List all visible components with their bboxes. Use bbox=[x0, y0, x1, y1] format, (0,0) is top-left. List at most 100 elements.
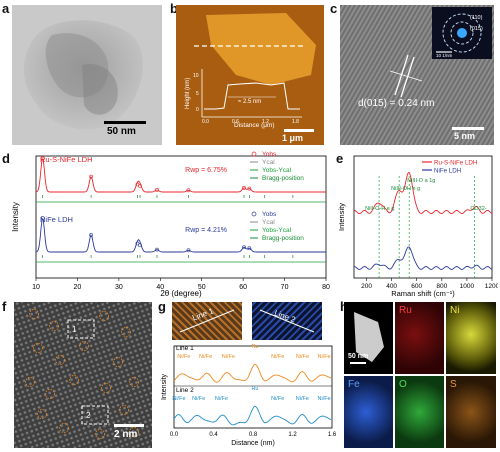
panel-a-scalebar bbox=[104, 121, 146, 124]
profile-peak-label-1-3: Ru bbox=[251, 386, 258, 392]
afm-flake-graphic: Height (nm) Distance (μm) ≈ 2.5 nm 0 5 1… bbox=[176, 5, 324, 145]
xrd-legend-text-0-1: Ycal bbox=[262, 159, 275, 166]
raman-legend-text-1: NiFe LDH bbox=[434, 168, 461, 175]
afm-ytick-1: 5 bbox=[196, 91, 199, 97]
eds-scale-text: 50 nm bbox=[348, 353, 369, 360]
panel-d-label: d bbox=[2, 151, 10, 166]
line-profile-svg: 0.0 0.4 0.8 1.2 1.6 Distance (nm) Intensity Lin… bbox=[161, 344, 337, 447]
eds-ru-map: Ru bbox=[395, 302, 444, 374]
xrd-yobs-point-1-6 bbox=[242, 245, 246, 250]
profile-peak-label-1-1: Ni/Fe bbox=[192, 396, 205, 402]
afm-xtick-2: 1.2 bbox=[262, 119, 269, 125]
single-atom-circle-12 bbox=[129, 377, 139, 387]
single-atom-circle-15 bbox=[119, 405, 129, 415]
afm-xtick-0: 0.0 bbox=[202, 119, 209, 125]
panel-e-raman-chart: 200 400 600 800 1000 1200 Raman shift (cm⁻¹) In… bbox=[336, 150, 498, 298]
xrd-series-name-1: NiFe LDH bbox=[40, 215, 73, 224]
xrd-legend-text-1-0: Yobs bbox=[262, 211, 277, 218]
xrd-yobs-point-0-0 bbox=[40, 156, 45, 160]
eds-ni-label: Ni bbox=[450, 305, 460, 316]
panel-c-scalebar bbox=[452, 127, 484, 130]
xrd-rwp-0: Rwp = 6.75% bbox=[185, 167, 227, 174]
xrd-yobs-point-1-5 bbox=[186, 248, 191, 253]
fft-scale-text: 10 1/nm bbox=[436, 53, 453, 58]
xrd-ycal-line-0 bbox=[35, 157, 326, 193]
xrd-svg: 10 20 30 40 50 60 70 80 2θ (degree) Intensity Ru-S… bbox=[11, 151, 330, 298]
box-1-label: 1 bbox=[72, 325, 77, 334]
profile-xtick-4: 1.6 bbox=[328, 432, 337, 438]
xrd-xtick-label-4: 50 bbox=[198, 284, 206, 291]
tem-flake-graphic bbox=[12, 5, 162, 145]
single-atom-circle-13 bbox=[37, 409, 47, 419]
xrd-legend-text-1-3: Bragg-position bbox=[262, 235, 304, 242]
raman-series-line-1 bbox=[353, 246, 493, 270]
panel-f-haadf-image: 1 2 2 nm bbox=[14, 302, 152, 448]
fft-ring-110: (110) bbox=[470, 15, 483, 21]
line1-image: Line 1 bbox=[172, 302, 242, 340]
panel-h-eds-maps: 50 nm Ru Ni Fe O S bbox=[344, 302, 496, 448]
xrd-xtick-label-3: 40 bbox=[156, 284, 164, 291]
profile-peak-label-1-6: Ni/Fe bbox=[318, 396, 331, 402]
raman-xtick-label-0: 200 bbox=[361, 283, 372, 290]
profile-peak-label-1-2: Ni/Fe bbox=[215, 396, 228, 402]
profile-peak-label-0-4: Ni/Fe bbox=[271, 354, 284, 360]
profile-xtick-1: 0.4 bbox=[209, 432, 218, 438]
profile-peak-label-1-5: Ni/Fe bbox=[296, 396, 309, 402]
panel-g-line-profiles: Line 1 Line 2 0.0 0.4 0.8 1.2 1.6 Distance (n… bbox=[160, 302, 338, 448]
single-atom-markers bbox=[25, 309, 139, 439]
single-atom-circle-2 bbox=[99, 311, 109, 321]
xrd-yobs-point-1-7 bbox=[247, 246, 252, 251]
xrd-yobs-point-1-4 bbox=[155, 247, 159, 252]
xrd-xtick-label-6: 70 bbox=[281, 284, 289, 291]
single-atom-circle-1 bbox=[49, 321, 59, 331]
single-atom-circle-14 bbox=[59, 423, 69, 433]
afm-height-note: ≈ 2.5 nm bbox=[238, 99, 261, 105]
eds-ni-map: Ni bbox=[446, 302, 496, 374]
afm-xtick-3: 1.8 bbox=[292, 119, 299, 125]
raman-peak-label-0: NiII-O-H e g bbox=[365, 206, 394, 212]
xrd-xtick-label-0: 10 bbox=[32, 284, 40, 291]
single-atom-circle-11 bbox=[101, 383, 111, 393]
eds-fe-label: Fe bbox=[348, 379, 360, 390]
profile-line-1 bbox=[173, 405, 332, 426]
xrd-yobs-point-0-3 bbox=[138, 183, 142, 188]
panel-b-afm-image: Height (nm) Distance (μm) ≈ 2.5 nm 0 5 1… bbox=[176, 5, 324, 145]
panel-d-xrd-chart: 10 20 30 40 50 60 70 80 2θ (degree) Intensity Ru-S… bbox=[4, 150, 334, 298]
single-atom-circle-5 bbox=[55, 355, 65, 365]
panel-e-label: e bbox=[336, 151, 344, 166]
xrd-frame bbox=[35, 155, 327, 279]
profile-xtick-0: 0.0 bbox=[170, 432, 179, 438]
xrd-legend-text-0-3: Bragg-position bbox=[262, 175, 304, 182]
xrd-xtick-label-7: 80 bbox=[322, 284, 330, 291]
eds-o-map: O bbox=[395, 376, 444, 448]
xrd-yobs-point-0-5 bbox=[186, 188, 191, 193]
profile-peak-label-0-1: Ni/Fe bbox=[199, 354, 212, 360]
raman-peak-label-3: CO32- bbox=[470, 206, 486, 212]
profile-peak-label-1-0: Ni/Fe bbox=[172, 396, 185, 402]
afm-ytick-2: 10 bbox=[193, 73, 199, 79]
xrd-yobs-point-0-6 bbox=[242, 186, 246, 190]
profile-ylabel: Intensity bbox=[161, 373, 168, 400]
panel-f-scale-text: 2 nm bbox=[114, 429, 138, 440]
raman-peak-label-1: NiIII-OH e g bbox=[391, 186, 420, 192]
raman-xlabel: Raman shift (cm⁻¹) bbox=[391, 289, 455, 298]
panel-c-scale-text: 5 nm bbox=[454, 131, 476, 141]
eds-fe-map: Fe bbox=[344, 376, 393, 448]
profile-row-title-1: Line 2 bbox=[176, 387, 194, 394]
xrd-yobs-point-0-7 bbox=[247, 186, 252, 191]
xrd-legend-text-1-2: Yobs-Ycal bbox=[262, 227, 292, 234]
xrd-xlabel: 2θ (degree) bbox=[160, 289, 202, 298]
single-atom-circle-0 bbox=[29, 309, 39, 319]
profile-peak-label-0-5: Ni/Fe bbox=[296, 354, 309, 360]
single-atom-circle-9 bbox=[45, 389, 55, 399]
xrd-xtick-label-5: 60 bbox=[239, 284, 247, 291]
raman-xtick-label-4: 1000 bbox=[460, 283, 475, 290]
xrd-legend-text-0-2: Yobs-Ycal bbox=[262, 167, 292, 174]
xrd-ycal-line-1 bbox=[35, 217, 326, 253]
afm-xtick-1: 0.6 bbox=[232, 119, 239, 125]
eds-s-label: S bbox=[450, 379, 457, 390]
profile-peak-label-0-2: Ni/Fe bbox=[222, 354, 235, 360]
xrd-yobs-point-1-2 bbox=[135, 241, 140, 246]
xrd-series-name-0: Ru-S-NiFe LDH bbox=[40, 155, 93, 164]
haadf-graphic: 1 2 bbox=[14, 302, 152, 448]
